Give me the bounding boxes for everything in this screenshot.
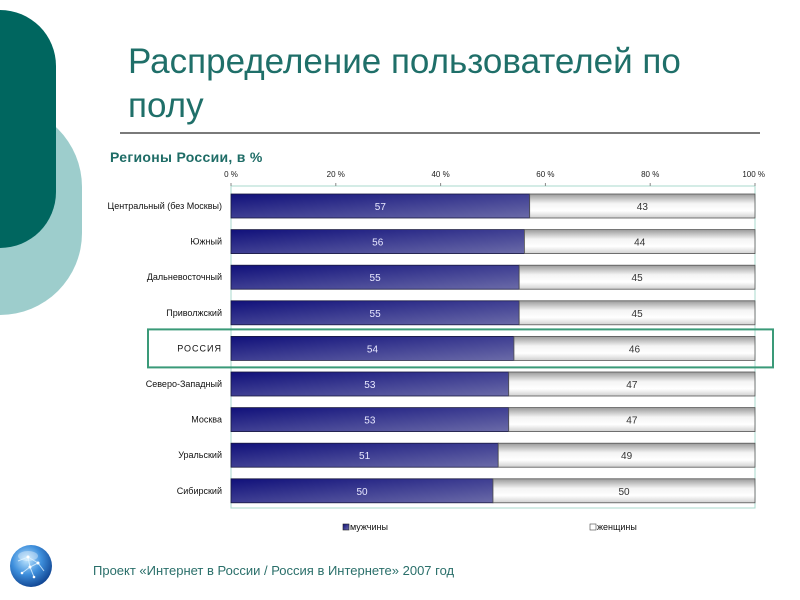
- category-label: Уральский: [178, 450, 222, 460]
- globe-icon: [10, 545, 52, 587]
- data-label-women: 46: [629, 344, 641, 355]
- category-label: Приволжский: [166, 308, 222, 318]
- data-label-men: 50: [356, 487, 368, 498]
- bar-row: Сибирский 50 50: [177, 478, 756, 504]
- category-label: Южный: [190, 237, 222, 247]
- legend: мужчины женщины: [342, 522, 637, 532]
- data-label-women: 43: [637, 202, 649, 213]
- chart-title: Регионы России, в %: [110, 149, 263, 165]
- category-label: Центральный (без Москвы): [108, 201, 222, 211]
- slide-title: Распределение пользователей по полу: [128, 42, 681, 125]
- data-label-men: 51: [359, 451, 371, 462]
- legend-swatch-men: [342, 523, 350, 531]
- data-label-men: 55: [370, 309, 382, 320]
- bar-men: [230, 229, 525, 255]
- bar-women: [508, 371, 756, 397]
- category-label: Сибирский: [177, 486, 222, 496]
- bar-men: [230, 335, 515, 361]
- data-label-women: 45: [632, 309, 644, 320]
- legend-label-women: женщины: [597, 522, 637, 532]
- bar-women: [518, 264, 756, 290]
- data-label-women: 45: [632, 273, 644, 284]
- category-label: РОССИЯ: [177, 343, 222, 353]
- bar-row: Москва 53 47: [191, 407, 756, 433]
- x-tick-label: 0 %: [224, 170, 238, 179]
- bar-women: [524, 229, 756, 255]
- x-tick-label: 100 %: [742, 170, 765, 179]
- bar-row: РОССИЯ 54 46: [177, 335, 756, 361]
- highlight-box: [147, 328, 774, 369]
- bar-row: Уральский 51 49: [178, 442, 756, 468]
- title-divider: [120, 132, 760, 134]
- bar-row: Северо-Западный 53 47: [146, 371, 756, 397]
- legend-swatch-women: [589, 523, 597, 531]
- bar-women: [508, 407, 756, 433]
- x-tick-label: 60 %: [536, 170, 554, 179]
- bars: Центральный (без Москвы) 57 43 Южный 56 44 Дал…: [108, 193, 774, 504]
- bar-women: [518, 300, 756, 326]
- data-label-men: 56: [372, 238, 384, 249]
- bar-women: [497, 442, 756, 468]
- data-label-men: 53: [364, 416, 376, 427]
- data-label-men: 55: [370, 273, 382, 284]
- category-label: Москва: [191, 415, 222, 425]
- x-tick-label: 80 %: [641, 170, 659, 179]
- footer-caption: Проект «Интернет в России / Россия в Инт…: [93, 563, 455, 578]
- bar-women: [492, 478, 756, 504]
- data-label-women: 47: [626, 416, 638, 427]
- data-label-men: 54: [367, 344, 379, 355]
- bar-women: [513, 335, 756, 361]
- x-tick-label: 20 %: [327, 170, 345, 179]
- data-label-women: 47: [626, 380, 638, 391]
- x-tick-label: 40 %: [431, 170, 449, 179]
- bar-row: Южный 56 44: [190, 229, 756, 255]
- bar-row: Дальневосточный 55 45: [147, 264, 756, 290]
- data-label-men: 53: [364, 380, 376, 391]
- bar-men: [230, 300, 520, 326]
- data-label-women: 49: [621, 451, 633, 462]
- bar-row: Центральный (без Москвы) 57 43: [108, 193, 756, 219]
- bar-men: [230, 407, 510, 433]
- bar-men: [230, 478, 494, 504]
- decorative-circle-dark: [0, 10, 56, 248]
- data-label-women: 44: [634, 238, 646, 249]
- bar-men: [230, 371, 510, 397]
- bar-men: [230, 264, 520, 290]
- category-label: Северо-Западный: [146, 379, 222, 389]
- bar-men: [230, 193, 531, 219]
- legend-label-men: мужчины: [350, 522, 388, 532]
- bar-women: [529, 193, 756, 219]
- bar-row: Приволжский 55 45: [166, 300, 756, 326]
- data-label-men: 57: [375, 202, 387, 213]
- category-label: Дальневосточный: [147, 272, 222, 282]
- data-label-women: 50: [618, 487, 630, 498]
